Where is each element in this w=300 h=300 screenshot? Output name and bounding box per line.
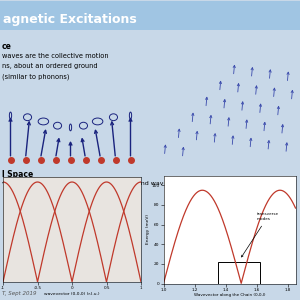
X-axis label: wavevector (0,0,0) (r.l.u.): wavevector (0,0,0) (r.l.u.)	[44, 292, 100, 295]
Text: (similar to phonons): (similar to phonons)	[2, 73, 70, 80]
X-axis label: Wavevector along the Chain (0,0,l): Wavevector along the Chain (0,0,l)	[194, 293, 265, 297]
Text: T, Sept 2019: T, Sept 2019	[2, 291, 37, 296]
Bar	[218, 262, 260, 283]
Text: ns, about an ordered ground: ns, about an ordered ground	[2, 63, 98, 69]
Text: transverse
modes: transverse modes	[242, 212, 279, 257]
Text: waves are the collective motion: waves are the collective motion	[2, 53, 109, 59]
Y-axis label: Energy (meV): Energy (meV)	[146, 214, 150, 244]
Text: ce: ce	[2, 42, 12, 51]
Text: l Space: l Space	[2, 170, 33, 179]
Text: ved as a well defined dispersion in energy and wavevector: ved as a well defined dispersion in ener…	[2, 181, 188, 186]
Text: agnetic Excitations: agnetic Excitations	[3, 13, 137, 26]
